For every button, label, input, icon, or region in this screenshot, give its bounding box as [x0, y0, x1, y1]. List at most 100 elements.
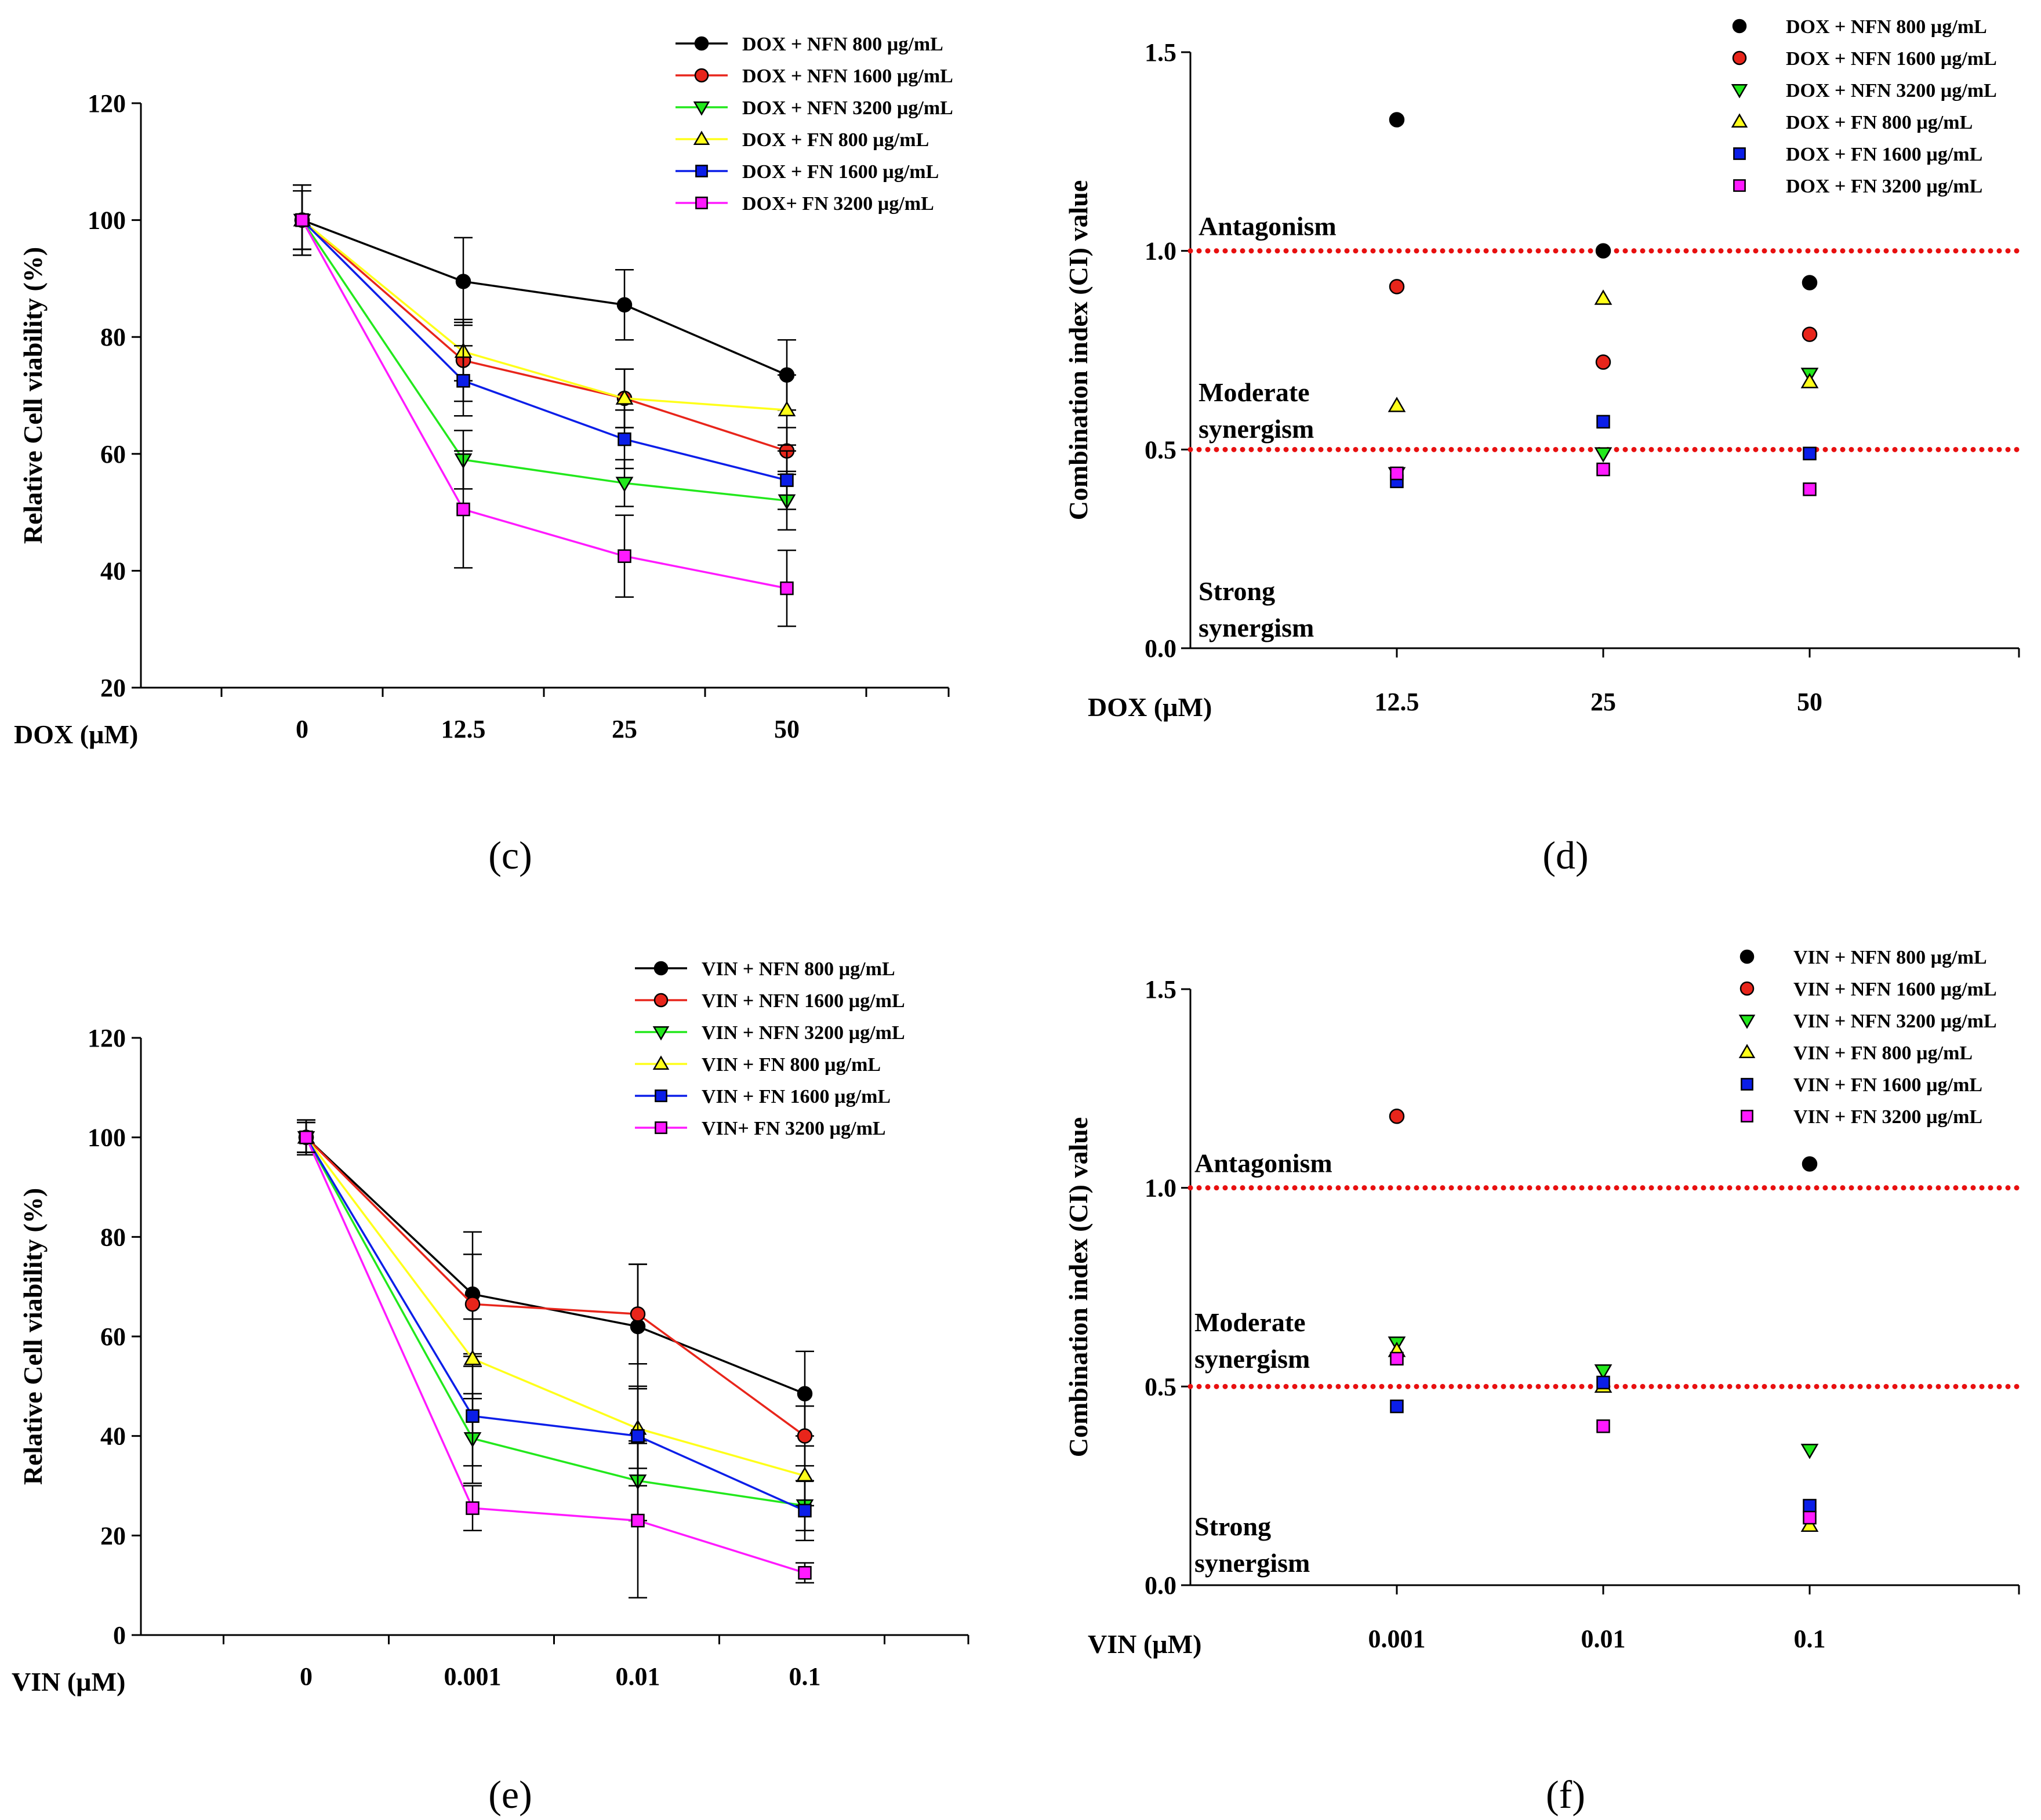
panel-label: (f)	[1546, 1772, 1585, 1817]
panel-f-ci-vin-chart: 0.0 0.5 1.0 1.5 0.001 0.01 0.1 VIN (µM) Combinat…	[1063, 947, 2022, 1817]
data-point	[618, 432, 631, 446]
y-tick-label: 120	[88, 1024, 126, 1052]
data-point	[295, 213, 309, 227]
data-point	[778, 401, 796, 417]
y-tick-label: 0.5	[1145, 435, 1176, 464]
legend-label: VIN + FN 3200 µg/mL	[1793, 1106, 1982, 1128]
y-tick-label: 80	[100, 1223, 126, 1251]
x-tick-label: 0.1	[789, 1662, 821, 1691]
data-point	[455, 274, 471, 289]
x-tick-label: 25	[612, 715, 637, 743]
legend-label: DOX + NFN 3200 µg/mL	[742, 97, 953, 119]
legend-marker	[1731, 83, 1748, 99]
x-tick-label: 12.5	[441, 715, 486, 743]
legend-label: VIN + NFN 1600 µg/mL	[1793, 979, 1997, 1000]
y-axis-title: Relative Cell viability (%)	[18, 247, 48, 544]
series-line	[302, 219, 787, 376]
data-point	[631, 1429, 645, 1443]
data-point	[1803, 1510, 1817, 1525]
legend-marker	[1732, 19, 1747, 34]
data-point	[1390, 1399, 1404, 1414]
data-point	[464, 1296, 481, 1312]
data-point	[1596, 462, 1610, 477]
data-point	[1389, 112, 1405, 128]
panel-d-ci-dox-chart: 0.0 0.5 1.0 1.5 12.5 25 50 DOX (µM) Combination …	[1063, 16, 2022, 877]
legend-label: DOX + FN 800 µg/mL	[1786, 112, 1973, 133]
series-line	[305, 1136, 806, 1437]
strong-label: Strong	[1194, 1512, 1271, 1541]
series-1	[1389, 112, 1818, 290]
legend-marker	[1732, 50, 1747, 66]
y-tick-label: 0.0	[1145, 634, 1176, 663]
moderate-label: Moderate	[1199, 377, 1310, 407]
series-line	[305, 1136, 805, 1512]
data-point	[463, 1349, 482, 1365]
panel-label: (e)	[488, 1772, 532, 1817]
data-point	[1595, 354, 1611, 370]
legend-marker	[1739, 981, 1755, 996]
legend-marker	[695, 165, 708, 177]
data-point	[1803, 482, 1817, 496]
legend-label: DOX + FN 800 µg/mL	[742, 129, 929, 151]
legend: VIN + NFN 800 µg/mL VIN + NFN 1600 µg/mL V…	[635, 958, 905, 1139]
series-line	[301, 219, 787, 411]
data-point	[1388, 397, 1406, 412]
series-4	[1388, 289, 1819, 412]
legend-marker	[1738, 1014, 1756, 1029]
legend-marker	[652, 1055, 670, 1070]
panel-c-viability-dox-chart: 20 40 60 80 100 120 0 12.5 25 50 DOX (µM) Relative …	[14, 34, 953, 877]
legend-label: VIN+ FN 3200 µg/mL	[702, 1118, 886, 1139]
legend-label: VIN + NFN 800 µg/mL	[1793, 947, 1987, 968]
legend-label: VIN + NFN 3200 µg/mL	[702, 1022, 905, 1044]
legend-label: VIN + FN 800 µg/mL	[1793, 1042, 1973, 1064]
data-point	[1803, 446, 1817, 460]
y-axis-title: Relative Cell viability (%)	[18, 1188, 48, 1485]
x-axis-title: VIN (µM)	[1088, 1629, 1201, 1659]
legend: VIN + NFN 800 µg/mL VIN + NFN 1600 µg/mL V…	[1738, 947, 1997, 1128]
x-tick-label: 50	[774, 715, 800, 743]
data-point	[780, 473, 794, 487]
y-tick-label: 0.5	[1145, 1372, 1176, 1401]
series-line	[301, 219, 787, 481]
legend-label: VIN + NFN 1600 µg/mL	[702, 990, 905, 1012]
moderate-synergism-label: synergism	[1194, 1344, 1310, 1374]
series-line	[301, 219, 787, 590]
legend-marker	[694, 36, 709, 51]
y-tick-label: 60	[100, 440, 126, 468]
y-tick-label: 0.0	[1145, 1571, 1176, 1600]
data-point	[631, 1513, 645, 1528]
y-tick-label: 1.0	[1145, 1174, 1176, 1203]
series-line	[305, 1136, 805, 1395]
strong-synergism-label: synergism	[1199, 613, 1314, 642]
panel-label: (c)	[488, 833, 532, 877]
data-point	[1390, 1352, 1404, 1366]
series-1	[1802, 1156, 1818, 1172]
data-point	[1595, 243, 1611, 259]
data-point	[466, 1501, 480, 1515]
data-point	[780, 581, 794, 595]
series-6	[293, 184, 796, 627]
legend-label: DOX + FN 1600 µg/mL	[742, 161, 939, 183]
panel-e-viability-vin-chart: 0 20 40 60 80 100 120 0 0.001 0.01 0.1 VIN (µM) Rela…	[12, 958, 969, 1817]
strong-synergism-label: synergism	[1194, 1548, 1310, 1578]
data-point	[1389, 279, 1405, 295]
series-line	[305, 1136, 805, 1507]
data-point	[1800, 373, 1819, 388]
legend-label: DOX + NFN 800 µg/mL	[1786, 16, 1987, 38]
series-2	[1389, 1109, 1405, 1124]
legend-marker	[1741, 1110, 1753, 1122]
series-2	[1389, 279, 1818, 370]
x-axis-title: VIN (µM)	[12, 1667, 125, 1697]
series-5	[1390, 1375, 1817, 1513]
data-point	[1390, 466, 1404, 481]
series-line	[301, 219, 787, 452]
y-tick-label: 1.5	[1145, 38, 1176, 67]
data-point	[615, 477, 634, 492]
data-point	[630, 1306, 646, 1322]
legend-label: DOX+ FN 3200 µg/mL	[742, 193, 934, 215]
y-tick-label: 0	[113, 1621, 126, 1650]
y-axis-title: Combination index (CI) value	[1063, 1117, 1093, 1458]
y-tick-label: 1.5	[1145, 975, 1176, 1004]
y-tick-label: 1.0	[1145, 237, 1176, 266]
